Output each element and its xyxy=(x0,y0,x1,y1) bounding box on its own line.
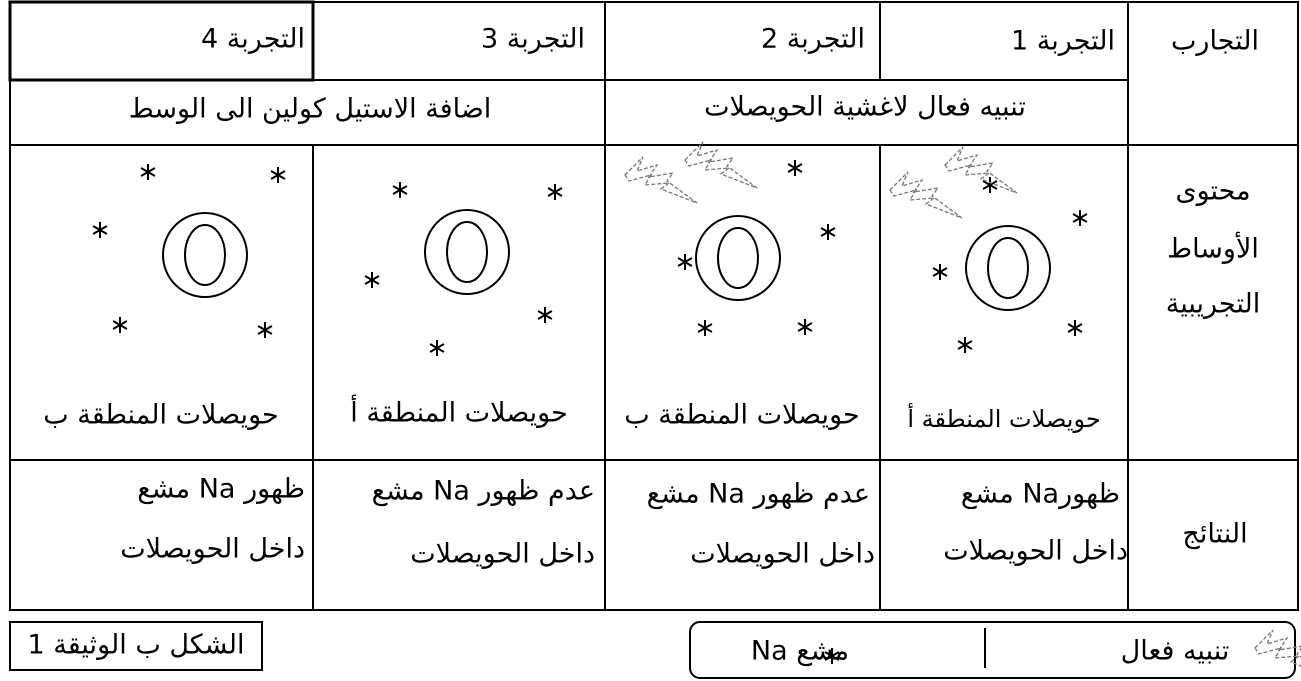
asterisk xyxy=(820,224,836,240)
diagrams xyxy=(92,141,1301,667)
result-cell: عدم ظهور Na مشع xyxy=(372,476,595,507)
medium-cell: حويصلات المنطقة ب xyxy=(624,400,859,431)
stimulus-bolt xyxy=(944,146,1018,194)
vesicle-outer xyxy=(965,225,1051,311)
result-cell: داخل الحويصلات xyxy=(690,539,875,570)
asterisk xyxy=(537,307,553,323)
asterisk xyxy=(364,272,380,288)
asterisk xyxy=(270,167,286,183)
vesicle-outer xyxy=(695,215,781,301)
stimulus-bolt xyxy=(1254,629,1301,667)
vesicle-outer xyxy=(162,212,248,298)
asterisk xyxy=(140,164,156,180)
row-label: التجريبية xyxy=(1166,289,1261,320)
legend-text: تنبيه فعال xyxy=(1121,636,1230,667)
result-cell: داخل الحويصلات xyxy=(410,539,595,570)
header-cell: التجربة 4 xyxy=(201,24,305,55)
treatment: تنبيه فعال لاغشية الحويصلات xyxy=(704,92,1026,123)
row-label: الأوساط xyxy=(1167,231,1259,265)
vesicle-inner xyxy=(987,237,1029,299)
asterisk xyxy=(257,322,273,338)
asterisk xyxy=(982,177,998,193)
header-cell: التجربة 3 xyxy=(481,24,585,55)
vesicle-outer xyxy=(424,209,510,295)
asterisk xyxy=(677,254,693,270)
vesicle-inner xyxy=(184,224,226,286)
header-cell: التجربة 2 xyxy=(761,24,865,55)
caption-box xyxy=(9,621,263,671)
vesicle-inner xyxy=(446,221,488,283)
result-cell: ظهور Na مشع xyxy=(137,474,305,505)
caption: الشكل ب الوثيقة 1 xyxy=(28,630,245,661)
stimulus-bolt xyxy=(684,141,758,189)
asterisk xyxy=(697,320,713,336)
legend-text: Na مشع xyxy=(751,636,849,667)
asterisk xyxy=(957,337,973,353)
medium-cell: حويصلات المنطقة أ xyxy=(907,403,1100,433)
row-label: محتوى xyxy=(1175,176,1250,207)
table-grid xyxy=(8,0,1299,611)
stimulus-bolt xyxy=(889,171,963,219)
asterisk xyxy=(547,184,563,200)
asterisk xyxy=(392,182,408,198)
asterisk xyxy=(932,264,948,280)
asterisk xyxy=(1072,210,1088,226)
medium-cell: حويصلات المنطقة أ xyxy=(350,394,568,429)
header-cell: التجارب xyxy=(1171,26,1259,57)
asterisk xyxy=(1067,320,1083,336)
treatment: اضافة الاستيل كولين الى الوسط xyxy=(129,94,492,125)
legend-box xyxy=(689,621,1296,679)
result-cell: داخل الحويصلات xyxy=(120,534,305,565)
asterisk xyxy=(429,340,445,356)
asterisk xyxy=(92,222,108,238)
stimulus-bolt xyxy=(624,156,698,204)
asterisk xyxy=(787,160,803,176)
vesicle-inner xyxy=(717,227,759,289)
header-cell: التجربة 1 xyxy=(1011,26,1115,57)
medium-cell: حويصلات المنطقة ب xyxy=(43,400,278,431)
asterisk xyxy=(112,317,128,333)
table-text: التجارب التجربة 1 التجربة 2 التجربة 3 ال… xyxy=(28,24,1261,667)
row-label: النتائج xyxy=(1182,519,1247,550)
result-cell: عدم ظهور Na مشع xyxy=(647,479,870,510)
result-cell: داخل الحويصلات xyxy=(943,536,1128,567)
asterisk xyxy=(824,648,840,664)
asterisk xyxy=(797,319,813,335)
result-cell: ظهورNa مشع xyxy=(961,479,1120,510)
